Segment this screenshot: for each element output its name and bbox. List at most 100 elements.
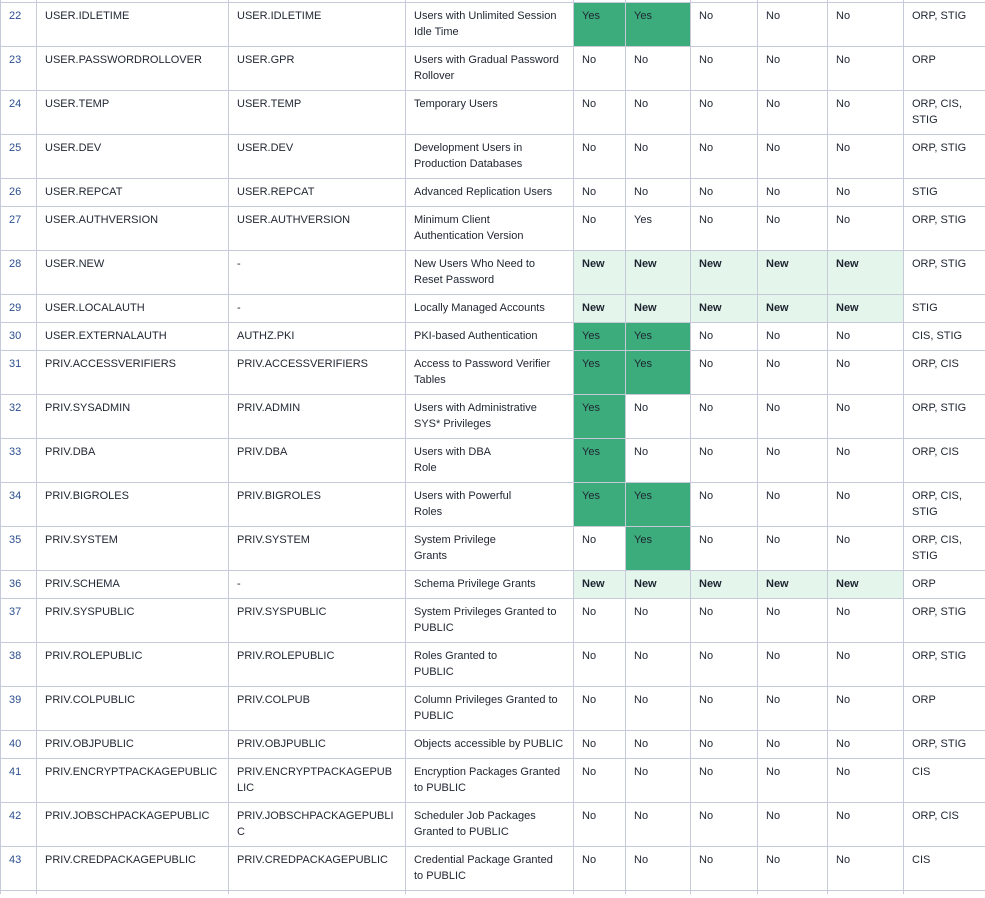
row-number-cell: 22	[0, 2, 37, 47]
tags-cell: ORP, CIS	[903, 350, 985, 395]
tags-cell: STIG	[903, 294, 985, 323]
description-cell: Temporary Users	[405, 90, 574, 135]
status-value-cell: New	[690, 294, 758, 323]
status-value-cell: No	[690, 90, 758, 135]
table-row: 39 PRIV.COLPUBLIC PRIV.COLPUB Column Privil…	[0, 686, 985, 731]
description-cell: Locally Managed Accounts	[405, 294, 574, 323]
tags-cell: CIS	[903, 846, 985, 891]
status-value-cell: No	[625, 598, 691, 643]
grid-spacer-cell	[0, 890, 37, 894]
status-value-cell: No	[690, 846, 758, 891]
status-value-cell: No	[573, 642, 626, 687]
status-value-cell: No	[625, 178, 691, 207]
status-value-cell: New	[625, 250, 691, 295]
table-row: 34 PRIV.BIGROLES PRIV.BIGROLES Users with P…	[0, 482, 985, 527]
tags-cell: ORP, CIS, STIG	[903, 526, 985, 571]
grid-spacer-cell	[690, 890, 758, 894]
oracle-name-cell: -	[228, 294, 406, 323]
status-value-cell: No	[625, 90, 691, 135]
row-number-cell: 24	[0, 90, 37, 135]
table-row: 37 PRIV.SYSPUBLIC PRIV.SYSPUBLIC System Pri…	[0, 598, 985, 643]
row-number-cell: 38	[0, 642, 37, 687]
status-value-cell: No	[757, 758, 828, 803]
status-value-cell: No	[757, 90, 828, 135]
table-row: 26 USER.REPCAT USER.REPCAT Advanced Replica…	[0, 178, 985, 207]
status-value-cell: No	[757, 2, 828, 47]
tags-cell: ORP	[903, 570, 985, 599]
status-value-cell: New	[573, 250, 626, 295]
finding-id-cell: PRIV.ACCESSVERIFIERS	[36, 350, 229, 395]
description-cell: Advanced Replication Users	[405, 178, 574, 207]
table-row: 29 USER.LOCALAUTH - Locally Managed Account…	[0, 294, 985, 323]
finding-id-cell: PRIV.CREDPACKAGEPUBLIC	[36, 846, 229, 891]
status-value-cell: New	[827, 570, 904, 599]
table-row: 28 USER.NEW - New Users Who Need to Reset P…	[0, 250, 985, 295]
oracle-name-cell: USER.AUTHVERSION	[228, 206, 406, 251]
status-value-cell: No	[757, 322, 828, 351]
status-value-cell: No	[573, 598, 626, 643]
finding-id-cell: PRIV.SYSTEM	[36, 526, 229, 571]
row-number-cell: 30	[0, 322, 37, 351]
status-value-cell: Yes	[625, 2, 691, 47]
status-value-cell: No	[690, 322, 758, 351]
oracle-name-cell: PRIV.ACCESSVERIFIERS	[228, 350, 406, 395]
description-cell: Column Privileges Granted to PUBLIC	[405, 686, 574, 731]
status-value-cell: No	[827, 846, 904, 891]
tags-cell: CIS, STIG	[903, 322, 985, 351]
description-cell: Users with Powerful Roles	[405, 482, 574, 527]
finding-id-cell: PRIV.SYSADMIN	[36, 394, 229, 439]
status-value-cell: New	[690, 570, 758, 599]
oracle-name-cell: PRIV.ADMIN	[228, 394, 406, 439]
description-cell: Development Users in Production Database…	[405, 134, 574, 179]
tags-cell: ORP, STIG	[903, 250, 985, 295]
finding-id-cell: USER.NEW	[36, 250, 229, 295]
table-row: 30 USER.EXTERNALAUTH AUTHZ.PKI PKI-based Au…	[0, 322, 985, 351]
status-value-cell: No	[757, 350, 828, 395]
table-row: 24 USER.TEMP USER.TEMP Temporary Users No No N…	[0, 90, 985, 135]
tags-cell: CIS	[903, 758, 985, 803]
status-value-cell: No	[690, 206, 758, 251]
tags-cell: ORP, CIS, STIG	[903, 482, 985, 527]
description-cell: Schema Privilege Grants	[405, 570, 574, 599]
description-cell: Users with DBA Role	[405, 438, 574, 483]
table-row: 33 PRIV.DBA PRIV.DBA Users with DBA Role Yes…	[0, 438, 985, 483]
status-value-cell: No	[757, 730, 828, 759]
finding-id-cell: PRIV.ROLEPUBLIC	[36, 642, 229, 687]
description-cell: Minimum Client Authentication Version	[405, 206, 574, 251]
status-value-cell: No	[625, 758, 691, 803]
table-row: 23 USER.PASSWORDROLLOVER USER.GPR Users wit…	[0, 46, 985, 91]
tags-cell: ORP, STIG	[903, 730, 985, 759]
status-value-cell: No	[625, 686, 691, 731]
status-value-cell: No	[573, 686, 626, 731]
description-cell: Access to Password Verifier Tables	[405, 350, 574, 395]
finding-id-cell: PRIV.BIGROLES	[36, 482, 229, 527]
status-value-cell: No	[690, 2, 758, 47]
status-value-cell: No	[573, 802, 626, 847]
table-row: 32 PRIV.SYSADMIN PRIV.ADMIN Users with Admi…	[0, 394, 985, 439]
row-number-cell: 23	[0, 46, 37, 91]
description-cell: Users with Gradual Password Rollover	[405, 46, 574, 91]
table-row: 35 PRIV.SYSTEM PRIV.SYSTEM System Privilege…	[0, 526, 985, 571]
row-number-cell: 33	[0, 438, 37, 483]
grid-spacer-cell	[405, 890, 574, 894]
status-value-cell: No	[690, 134, 758, 179]
status-value-cell: No	[757, 526, 828, 571]
status-value-cell: No	[827, 730, 904, 759]
row-number-cell: 43	[0, 846, 37, 891]
row-number-cell: 29	[0, 294, 37, 323]
row-number-cell: 36	[0, 570, 37, 599]
tags-cell: STIG	[903, 178, 985, 207]
status-value-cell: Yes	[573, 394, 626, 439]
status-value-cell: No	[625, 394, 691, 439]
description-cell: Credential Package Granted to PUBLIC	[405, 846, 574, 891]
oracle-name-cell: -	[228, 570, 406, 599]
status-value-cell: No	[757, 178, 828, 207]
status-value-cell: No	[625, 802, 691, 847]
status-value-cell: Yes	[573, 482, 626, 527]
oracle-name-cell: USER.REPCAT	[228, 178, 406, 207]
oracle-name-cell: USER.GPR	[228, 46, 406, 91]
table-row: 31 PRIV.ACCESSVERIFIERS PRIV.ACCESSVERIFIE…	[0, 350, 985, 395]
finding-id-cell: USER.EXTERNALAUTH	[36, 322, 229, 351]
